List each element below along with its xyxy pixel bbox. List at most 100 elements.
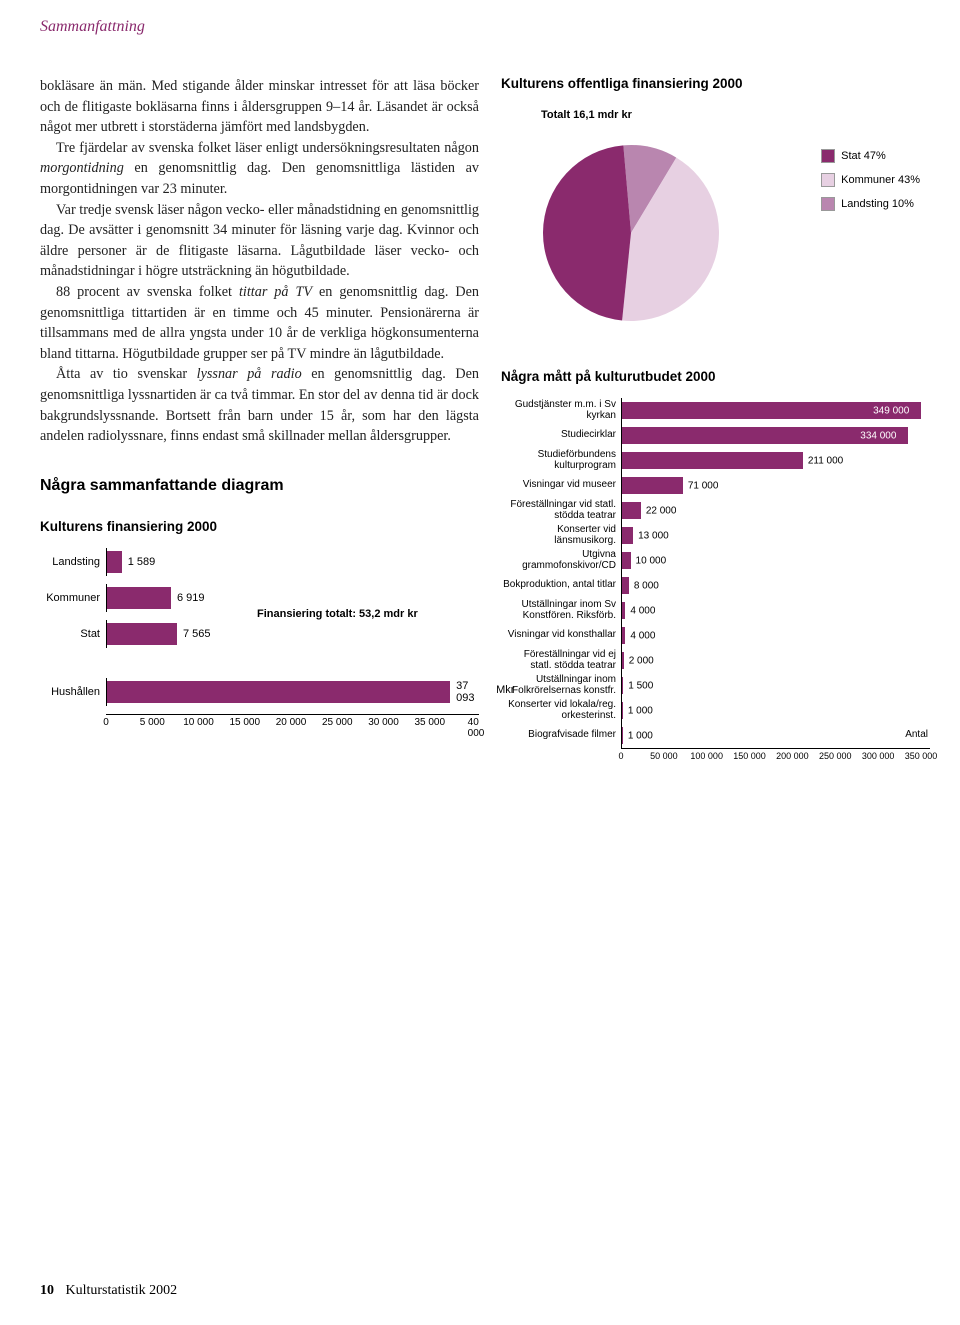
chart2-row: Bokproduktion, antal titlar8 000 [501, 573, 930, 598]
chart1-tick: 15 000 [229, 717, 260, 728]
chart1-tick: 40 000 [468, 717, 485, 739]
chart2-unit: Antal [905, 729, 928, 740]
chart2-bar [622, 627, 625, 644]
pie-svg [531, 133, 731, 333]
chart2-value-label: 13 000 [638, 530, 669, 541]
chart1-xaxis: 05 00010 00015 00020 00025 00030 00035 0… [106, 714, 479, 732]
chart2-bar [622, 602, 625, 619]
chart1-tick: 10 000 [183, 717, 214, 728]
chart2-row: Visningar vid konsthallar 4 000 [501, 623, 930, 648]
chart1-bar [107, 681, 450, 703]
chart1-bar [107, 587, 171, 609]
chart2-tick: 200 000 [776, 751, 809, 761]
chart2-title: Några mått på kulturutbudet 2000 [501, 369, 930, 384]
chart2-ylabel: Utställningar inom Folkrörelsernas konst… [501, 675, 621, 696]
chart2-row: Föreställningar vid statl. stödda teatra… [501, 498, 930, 523]
body-paragraphs: bokläsare än män. Med stigande ålder min… [40, 76, 479, 447]
chart2-row: Utställningar inom Folkrörelsernas konst… [501, 673, 930, 698]
legend-label: Stat 47% [841, 150, 886, 162]
chart2-bar [622, 527, 633, 544]
chart2-bar [622, 577, 629, 594]
chart2-ylabel: Visningar vid museer [501, 480, 621, 491]
pie-legend: Stat 47%Kommuner 43%Landsting 10% [821, 149, 920, 221]
chart1-tick: 35 000 [414, 717, 445, 728]
chart2-row: Studieförbundens kulturprogram211 000 [501, 448, 930, 473]
chart2-value-label: 22 000 [646, 505, 677, 516]
chart2-track: 10 000 [621, 548, 930, 573]
chart2-row: Föreställningar vid ej statl. stödda tea… [501, 648, 930, 673]
chart1-row: Landsting1 589 [40, 548, 479, 576]
chart1-row: Kommuner6 919Finansiering totalt: 53,2 m… [40, 584, 479, 612]
chart1-total-note: Finansiering totalt: 53,2 mdr kr [257, 608, 418, 620]
chart1-title: Kulturens finansiering 2000 [40, 519, 479, 534]
chart1-bar [107, 623, 177, 645]
chart2-value-label: 334 000 [860, 430, 896, 441]
pie-chart-wrap: Totalt 16,1 mdr kr Stat 47%Kommuner 43%L… [501, 109, 930, 339]
chart2-tick: 0 [618, 751, 623, 761]
pie-title: Kulturens offentliga finansiering 2000 [501, 76, 930, 91]
chart2-ylabel: Föreställningar vid ej statl. stödda tea… [501, 650, 621, 671]
chart2-bar [622, 552, 631, 569]
chart2-ylabel: Utgivna grammofonskivor/CD [501, 550, 621, 571]
chart2-track: 1 500 [621, 673, 930, 698]
legend-swatch [821, 197, 835, 211]
chart2-tick: 350 000 [905, 751, 938, 761]
chart2-value-label: 4 000 [630, 605, 655, 616]
chart1-ylabel: Hushållen [40, 686, 106, 698]
chart2-row: Utställningar inom Sv Konstfören. Riksfö… [501, 598, 930, 623]
chart2-tick: 250 000 [819, 751, 852, 761]
chart2-track: 4 000 [621, 623, 930, 648]
chart2-ylabel: Studieförbundens kulturprogram [501, 450, 621, 471]
chart2-bar [622, 477, 683, 494]
chart2-track: 13 000 [621, 523, 930, 548]
chart1-track: 37 093Mkr [106, 678, 479, 706]
left-column: bokläsare än män. Med stigande ålder min… [40, 76, 479, 766]
chart1-bar [107, 551, 122, 573]
chart2-tick: 300 000 [862, 751, 895, 761]
chart1-track: 7 565 [106, 620, 479, 648]
legend-swatch [821, 149, 835, 163]
chart2-row: Konserter vid länsmusikorg.13 000 [501, 523, 930, 548]
chart1-row: Stat7 565 [40, 620, 479, 648]
chart2-bar [622, 452, 803, 469]
chart2-track: 334 000 [621, 423, 930, 448]
right-column: Kulturens offentliga finansiering 2000 T… [501, 76, 930, 766]
pie-caption: Totalt 16,1 mdr kr [541, 109, 632, 121]
chart2-ylabel: Föreställningar vid statl. stödda teatra… [501, 500, 621, 521]
chart1-row: Hushållen37 093Mkr [40, 678, 479, 706]
chart2-row: Utgivna grammofonskivor/CD10 000 [501, 548, 930, 573]
chart2-tick: 100 000 [690, 751, 723, 761]
chart1-ylabel: Stat [40, 628, 106, 640]
chart2-ylabel: Visningar vid konsthallar [501, 630, 621, 641]
chart2-tick: 50 000 [650, 751, 678, 761]
two-column-layout: bokläsare än män. Med stigande ålder min… [0, 36, 960, 766]
chart2-ylabel: Biografvisade filmer [501, 730, 621, 741]
chart2-value-label: 71 000 [688, 480, 719, 491]
chart1-tick: 5 000 [140, 717, 165, 728]
chart2-bars: Gudstjänster m.m. i Sv kyrkan349 000Stud… [501, 398, 930, 766]
chart2-xaxis: 050 000100 000150 000200 000250 000300 0… [621, 748, 930, 766]
chart1-track: 6 919Finansiering totalt: 53,2 mdr kr [106, 584, 479, 612]
chart2-track: 2 000 [621, 648, 930, 673]
chart2-value-label: 8 000 [634, 580, 659, 591]
chart2-bar [622, 727, 623, 744]
pie-slice [543, 145, 631, 320]
chart2-track: 4 000 [621, 598, 930, 623]
page-footer: 10 Kulturstatistik 2002 [40, 1283, 177, 1299]
chart2-ylabel: Utställningar inom Sv Konstfören. Riksfö… [501, 600, 621, 621]
chart1-ylabel: Kommuner [40, 592, 106, 604]
chart1-tick: 30 000 [368, 717, 399, 728]
chart2-value-label: 4 000 [630, 630, 655, 641]
chart2-track: 1 000 [621, 698, 930, 723]
chart1-track: 1 589 [106, 548, 479, 576]
header-title: Sammanfattning [40, 18, 145, 35]
section-heading-diagrams: Några sammanfattande diagram [40, 477, 479, 495]
pie-legend-item: Landsting 10% [821, 197, 920, 211]
chart2-ylabel: Konserter vid lokala/reg. orkesterinst. [501, 700, 621, 721]
page-number: 10 [40, 1283, 54, 1298]
chart2-row: Visningar vid museer 71 000 [501, 473, 930, 498]
chart1-ylabel: Landsting [40, 556, 106, 568]
chart2-value-label: 1 000 [628, 730, 653, 741]
book-title: Kulturstatistik 2002 [66, 1283, 178, 1298]
chart2-bar [622, 652, 624, 669]
